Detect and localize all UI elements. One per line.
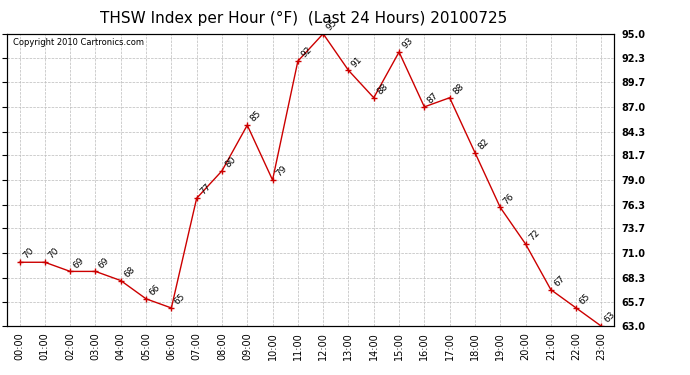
Text: 65: 65: [172, 292, 187, 307]
Text: 82: 82: [476, 137, 491, 151]
Text: 92: 92: [299, 45, 314, 60]
Text: 69: 69: [97, 255, 111, 270]
Text: 93: 93: [400, 36, 415, 51]
Text: 70: 70: [46, 246, 61, 261]
Text: 85: 85: [248, 109, 263, 124]
Text: 66: 66: [148, 283, 162, 297]
Text: 79: 79: [274, 164, 288, 178]
Text: 76: 76: [502, 192, 516, 206]
Text: 63: 63: [603, 310, 618, 325]
Text: 88: 88: [375, 82, 390, 96]
Text: 88: 88: [451, 82, 466, 96]
Text: Copyright 2010 Cartronics.com: Copyright 2010 Cartronics.com: [13, 38, 144, 47]
Text: 80: 80: [224, 155, 238, 170]
Text: 70: 70: [21, 246, 35, 261]
Text: 95: 95: [324, 18, 339, 32]
Text: 67: 67: [552, 274, 566, 288]
Text: 87: 87: [426, 91, 440, 105]
Text: 77: 77: [198, 182, 213, 197]
Text: 91: 91: [350, 54, 364, 69]
Text: 69: 69: [72, 255, 86, 270]
Text: 68: 68: [122, 265, 137, 279]
Text: 72: 72: [527, 228, 542, 243]
Text: 65: 65: [578, 292, 592, 307]
Text: THSW Index per Hour (°F)  (Last 24 Hours) 20100725: THSW Index per Hour (°F) (Last 24 Hours)…: [100, 11, 507, 26]
